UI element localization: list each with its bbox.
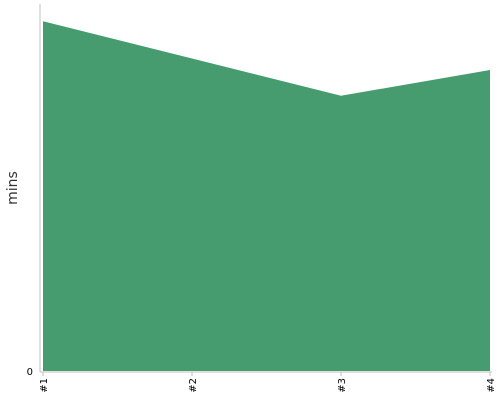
area-series [43,21,490,371]
x-tick-label: #3 [337,378,348,393]
x-tick-label: #2 [188,378,199,393]
y-axis-title: mins [5,171,21,205]
x-axis-ticks: #1 #2 #3 #4 [39,372,497,393]
y-axis-ticks: 0 [27,367,33,378]
x-tick-label: #4 [486,378,497,393]
plot-area [43,21,490,371]
y-tick-label: 0 [27,367,33,378]
x-tick-label: #1 [39,378,50,393]
